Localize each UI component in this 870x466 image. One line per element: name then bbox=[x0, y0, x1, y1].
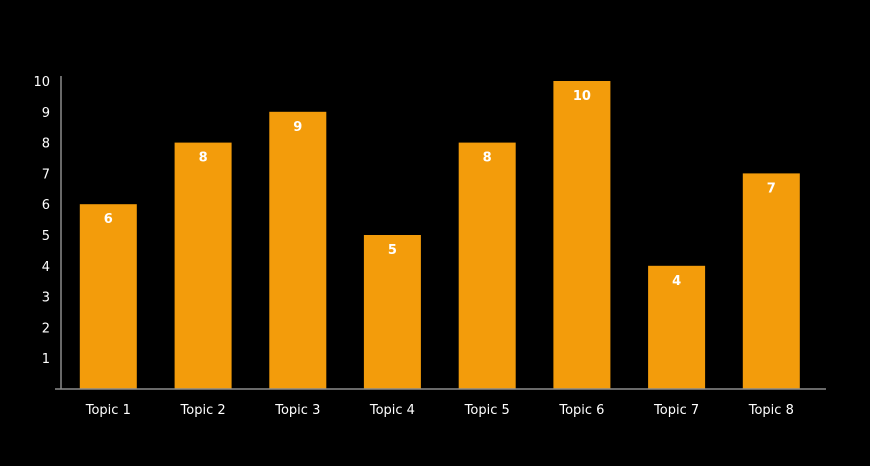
bar bbox=[553, 81, 611, 389]
y-tick-label: 4 bbox=[42, 260, 50, 275]
bar-value-label: 9 bbox=[293, 120, 302, 135]
bar-value-label: 8 bbox=[483, 151, 492, 166]
x-axis-labels: Topic 1 Topic 2 Topic 3 Topic 4 Topic 5 Topic… bbox=[85, 403, 794, 418]
bar bbox=[79, 204, 137, 389]
x-tick-label: Topic 1 bbox=[85, 403, 131, 418]
x-tick-label: Topic 7 bbox=[653, 403, 699, 418]
bar bbox=[174, 142, 232, 389]
data-labels: 6 8 9 5 8 10 4 7 bbox=[104, 89, 776, 289]
bar bbox=[269, 111, 327, 390]
bar-series bbox=[79, 81, 800, 390]
bar bbox=[648, 265, 706, 389]
bar bbox=[742, 173, 800, 389]
bar-value-label: 10 bbox=[573, 89, 591, 104]
bar-value-label: 8 bbox=[199, 151, 208, 166]
y-tick-label: 1 bbox=[42, 352, 50, 367]
x-tick-label: Topic 4 bbox=[369, 403, 415, 418]
y-tick-label: 2 bbox=[42, 321, 50, 336]
x-tick-label: Topic 2 bbox=[180, 403, 226, 418]
x-tick-label: Topic 6 bbox=[558, 403, 604, 418]
bar bbox=[363, 235, 421, 389]
y-tick-label: 6 bbox=[42, 198, 50, 213]
bar-value-label: 4 bbox=[672, 274, 681, 289]
y-tick-label: 5 bbox=[42, 229, 50, 244]
y-axis-ticks: 1 2 3 4 5 6 7 8 9 10 bbox=[33, 75, 50, 367]
bar-value-label: 5 bbox=[388, 243, 397, 258]
y-tick-label: 10 bbox=[33, 75, 50, 90]
y-tick-label: 7 bbox=[42, 167, 50, 182]
x-tick-label: Topic 3 bbox=[274, 403, 320, 418]
y-tick-label: 9 bbox=[42, 106, 50, 121]
bar-value-label: 6 bbox=[104, 212, 113, 227]
bar-value-label: 7 bbox=[767, 181, 776, 196]
bar bbox=[458, 142, 516, 389]
y-tick-label: 3 bbox=[42, 291, 50, 306]
x-tick-label: Topic 8 bbox=[748, 403, 794, 418]
y-tick-label: 8 bbox=[42, 137, 50, 152]
axes bbox=[55, 76, 826, 390]
x-tick-label: Topic 5 bbox=[464, 403, 510, 418]
